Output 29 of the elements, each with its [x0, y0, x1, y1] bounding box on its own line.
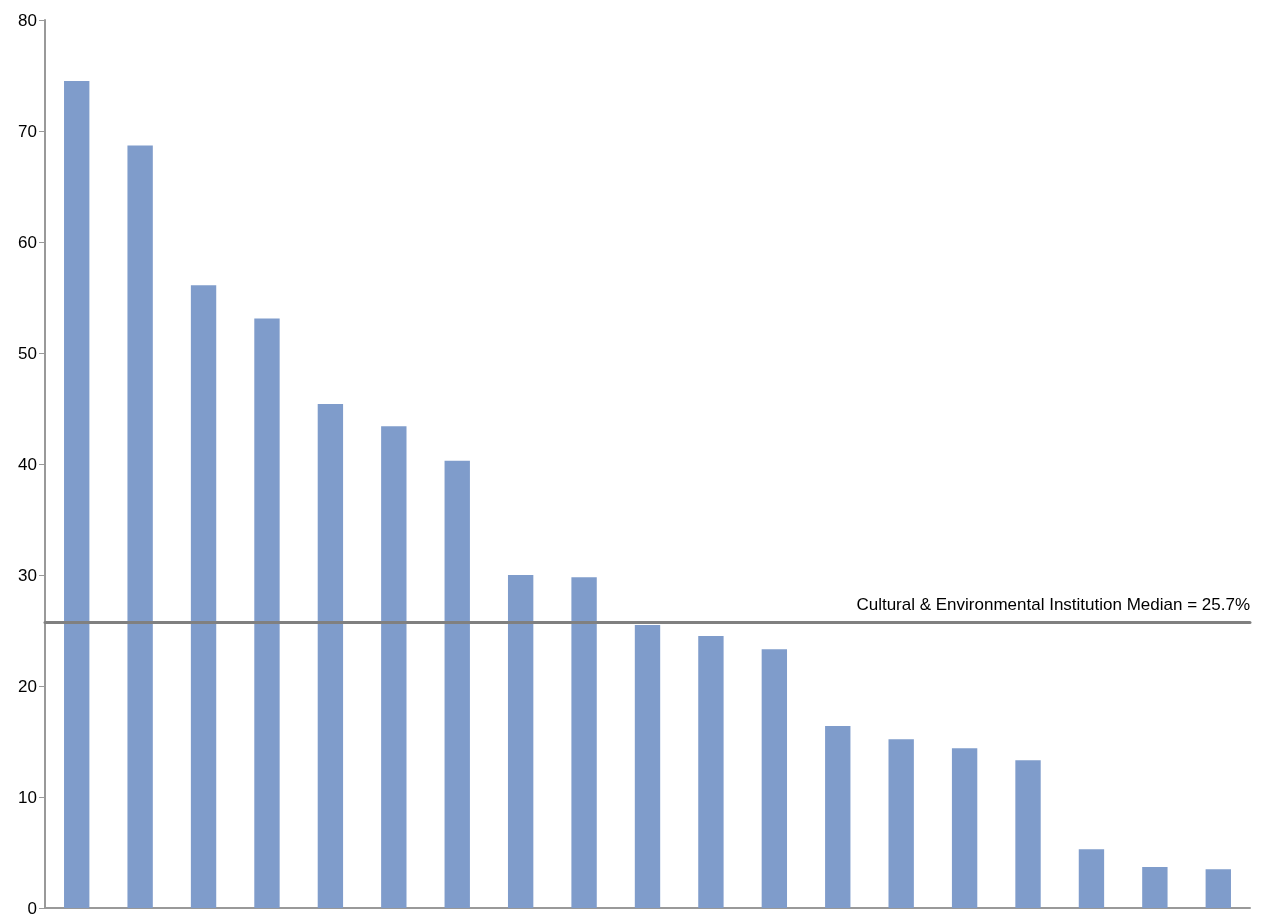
bar	[507, 575, 534, 908]
bar	[1205, 869, 1231, 908]
bar	[571, 577, 597, 908]
bar	[1078, 849, 1105, 908]
bar	[254, 318, 280, 908]
y-tick-label: 70	[18, 121, 37, 141]
y-tick-label: 80	[18, 10, 37, 30]
bar	[64, 81, 90, 908]
bar	[127, 145, 153, 908]
y-tick-label: 60	[18, 232, 37, 252]
bar	[444, 460, 470, 908]
y-tick-label: 30	[18, 565, 37, 585]
bar	[634, 624, 661, 908]
y-tick-label: 20	[18, 676, 37, 696]
bar	[317, 404, 344, 908]
bar	[825, 725, 851, 908]
y-tick-label: 50	[18, 343, 37, 363]
bar	[951, 748, 978, 908]
bar	[381, 426, 407, 908]
y-tick-label: 40	[18, 454, 37, 474]
bar	[888, 739, 914, 908]
y-tick-label: 10	[18, 787, 37, 807]
bar	[1142, 866, 1168, 908]
y-tick-label: 0	[27, 898, 37, 918]
bar	[698, 636, 724, 908]
bar	[190, 285, 217, 908]
bar	[1015, 760, 1041, 908]
ref-line-label: Cultural & Environmental Institution Median = 25.7%	[856, 594, 1250, 614]
bar	[761, 649, 788, 908]
